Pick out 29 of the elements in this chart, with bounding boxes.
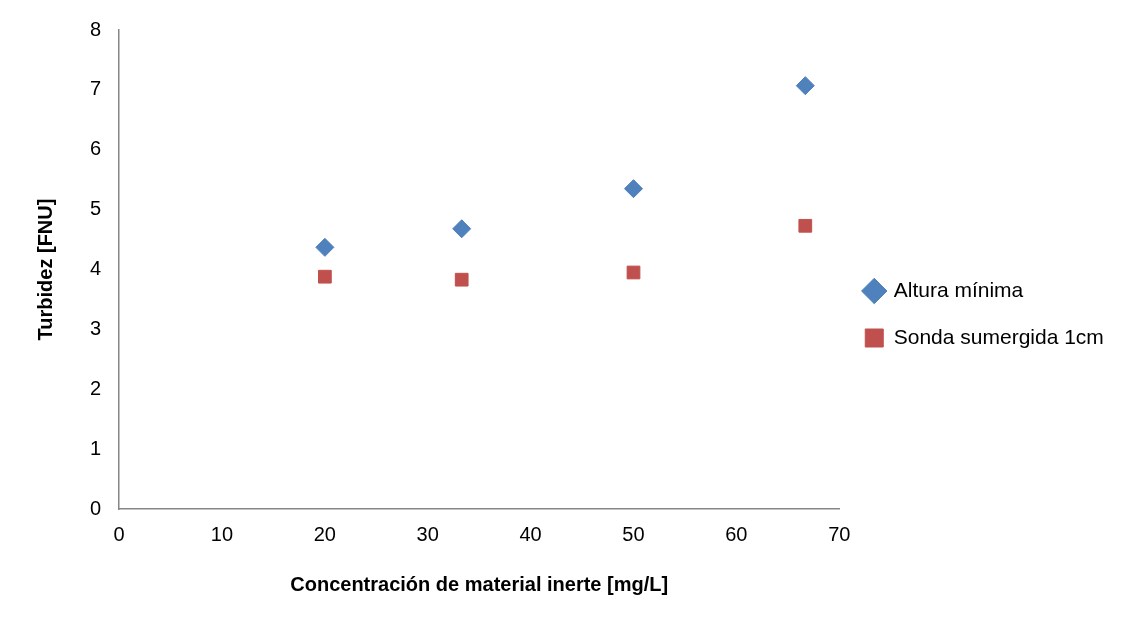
y-axis-title: Turbidez [FNU] [33, 198, 56, 341]
legend-label: Altura mínima [893, 277, 1024, 301]
x-tick-label: 40 [519, 522, 542, 545]
y-tick-label: 8 [90, 17, 102, 40]
y-tick-label: 7 [90, 77, 102, 100]
point [624, 179, 643, 199]
x-tick-label: 60 [725, 522, 748, 545]
point [318, 269, 332, 284]
y-tick-label: 5 [90, 197, 102, 220]
x-tick-label: 20 [313, 522, 336, 545]
y-tick-label: 6 [90, 137, 102, 160]
y-tick-label: 2 [90, 376, 102, 399]
point [452, 219, 472, 239]
x-tick-label: 0 [113, 522, 125, 545]
point [798, 218, 813, 233]
legend-label: Sonda sumergida 1cm [893, 324, 1104, 348]
point [795, 76, 815, 96]
point [315, 237, 335, 257]
x-axis-title: Concentración de material inerte [mg/L] [290, 572, 669, 595]
y-tick-label: 4 [90, 257, 102, 280]
y-tick-label: 0 [90, 496, 102, 519]
x-tick-label: 70 [828, 522, 851, 545]
x-tick-label: 10 [210, 522, 234, 545]
y-tick-label: 3 [90, 316, 102, 339]
point [454, 272, 469, 287]
x-tick-label: 50 [622, 522, 645, 545]
point [626, 265, 641, 280]
x-tick-label: 30 [416, 522, 439, 545]
y-tick-label: 1 [90, 436, 102, 459]
